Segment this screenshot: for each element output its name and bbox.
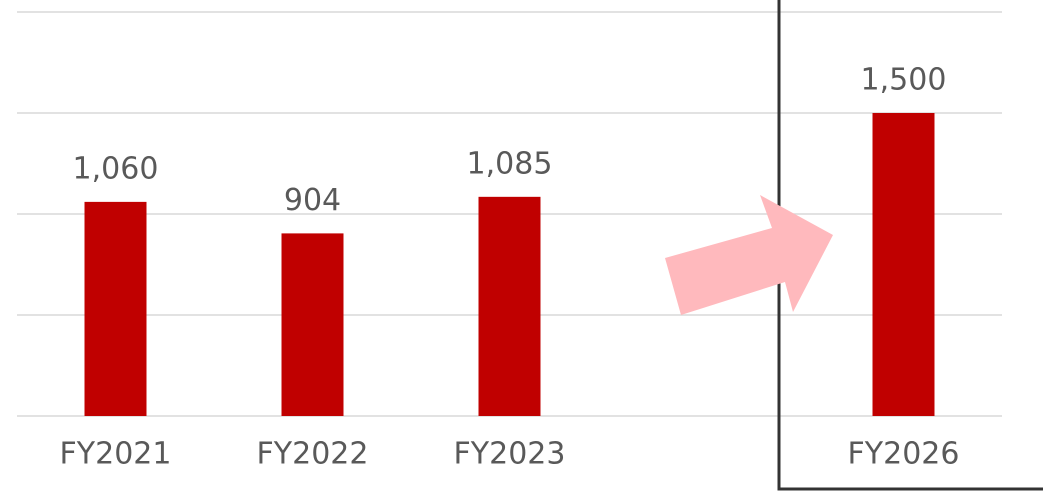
value-label: 904 [284,183,341,218]
bar [281,233,344,416]
x-tick-label: FY2021 [60,437,172,472]
x-tick-label: FY2022 [257,437,369,472]
value-label: 1,500 [861,63,947,98]
value-label: 1,060 [73,151,159,186]
x-tick-label: FY2023 [454,437,566,472]
value-label: 1,085 [467,146,553,181]
x-tick-label: FY2026 [848,437,960,472]
bar [478,196,541,416]
bar [872,113,935,416]
arrow [665,195,833,315]
bar [84,201,147,416]
